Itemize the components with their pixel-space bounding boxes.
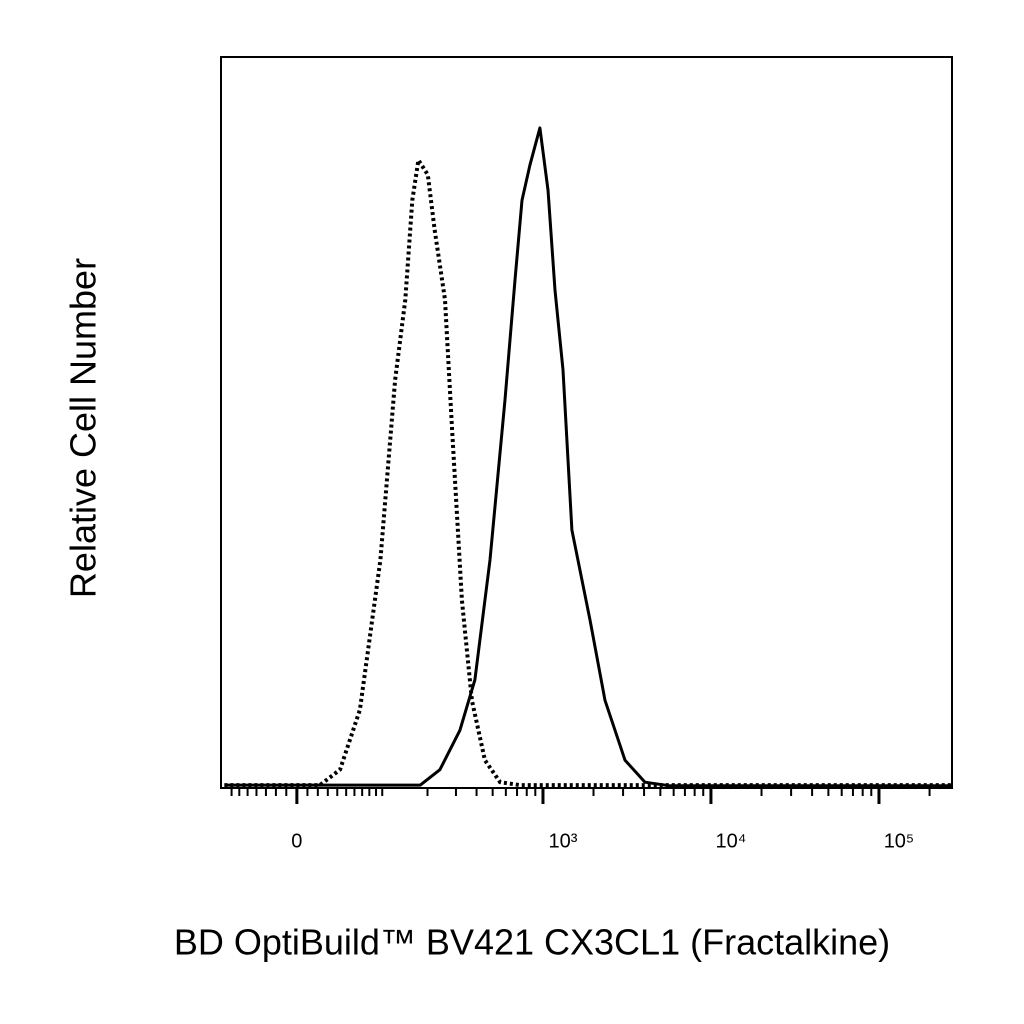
- x-tick-label: 10⁵: [884, 830, 915, 852]
- x-tick-label: 0: [291, 830, 302, 852]
- x-tick-label: 10⁴: [716, 830, 747, 852]
- x-axis-label: BD OptiBuild™ BV421 CX3CL1 (Fractalkine): [174, 922, 890, 963]
- histogram-line: [224, 158, 952, 788]
- y-axis-label: Relative Cell Number: [63, 258, 104, 598]
- plot-frame: [220, 56, 953, 789]
- x-tick-label: 10³: [549, 830, 578, 852]
- histogram-line: [224, 126, 952, 788]
